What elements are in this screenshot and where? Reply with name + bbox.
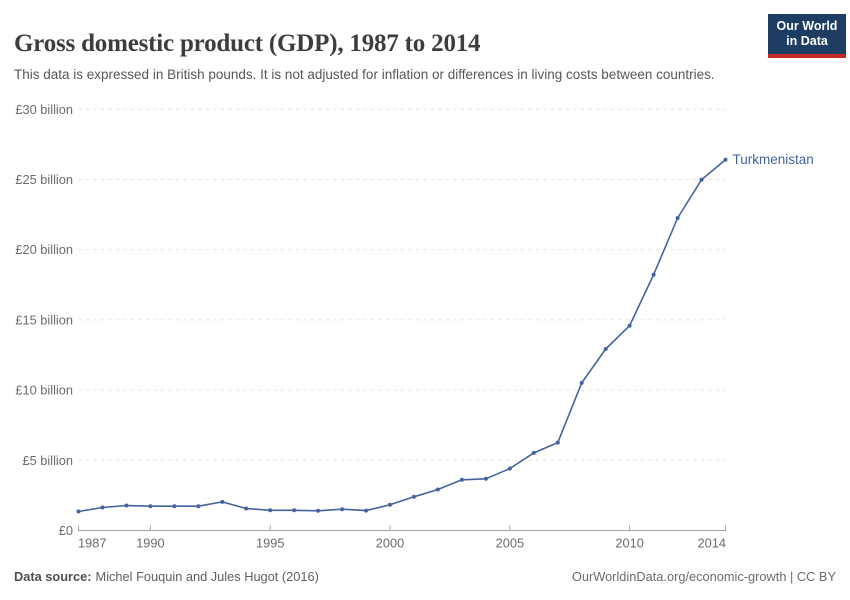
- data-source: Data source: Michel Fouquin and Jules Hug…: [14, 569, 319, 584]
- data-point[interactable]: [316, 508, 321, 513]
- y-axis-label: £0: [59, 523, 73, 538]
- data-point[interactable]: [292, 508, 297, 513]
- x-axis-label: 2000: [376, 536, 404, 551]
- owid-logo[interactable]: Our World in Data: [768, 14, 846, 58]
- chart-subtitle: This data is expressed in British pounds…: [14, 66, 715, 82]
- data-point[interactable]: [459, 477, 464, 482]
- data-point[interactable]: [388, 502, 392, 507]
- owid-logo-line2: in Data: [786, 34, 828, 49]
- data-point[interactable]: [579, 380, 584, 385]
- y-axis-label: £30 billion: [15, 102, 73, 117]
- data-point[interactable]: [268, 508, 273, 513]
- x-axis-label: 1995: [256, 536, 284, 551]
- y-axis-label: £5 billion: [22, 453, 73, 468]
- x-axis-label: 1990: [136, 536, 164, 551]
- owid-logo-line1: Our World: [776, 19, 838, 33]
- chart-title: Gross domestic product (GDP), 1987 to 20…: [14, 29, 481, 57]
- data-point[interactable]: [603, 347, 608, 351]
- data-point[interactable]: [340, 507, 345, 512]
- x-axis-label: 2014: [698, 536, 726, 551]
- y-axis-label: £10 billion: [15, 383, 73, 398]
- data-point[interactable]: [172, 504, 177, 509]
- line-series-turkmenistan[interactable]: [78, 159, 727, 513]
- data-point[interactable]: [76, 509, 81, 514]
- data-point[interactable]: [699, 177, 704, 182]
- data-point[interactable]: [651, 272, 656, 277]
- data-point[interactable]: [220, 499, 225, 504]
- data-point[interactable]: [675, 216, 680, 220]
- data-point[interactable]: [100, 505, 105, 510]
- x-axis-label: 1987: [78, 536, 106, 551]
- y-axis-label: £25 billion: [15, 172, 73, 187]
- data-point[interactable]: [483, 476, 488, 481]
- data-source-text: Michel Fouquin and Jules Hugot (2016): [95, 569, 319, 584]
- data-point[interactable]: [531, 450, 536, 455]
- data-point[interactable]: [244, 506, 249, 511]
- x-axis-label: 2010: [615, 536, 643, 551]
- data-point[interactable]: [148, 504, 153, 509]
- data-point[interactable]: [124, 503, 129, 508]
- data-point[interactable]: [364, 508, 369, 513]
- credit-link[interactable]: OurWorldinData.org/economic-growth | CC …: [571, 569, 836, 584]
- data-point[interactable]: [196, 504, 201, 509]
- y-axis-label: £15 billion: [15, 312, 73, 327]
- data-point[interactable]: [412, 494, 416, 499]
- data-point[interactable]: [555, 440, 560, 445]
- entity-label-turkmenistan[interactable]: Turkmenistan: [733, 152, 814, 167]
- y-axis-label: £20 billion: [15, 242, 73, 257]
- data-source-label: Data source:: [14, 569, 92, 584]
- data-point[interactable]: [627, 323, 632, 328]
- data-point[interactable]: [507, 466, 512, 471]
- data-point[interactable]: [723, 157, 728, 162]
- data-point[interactable]: [435, 487, 440, 492]
- x-axis-label: 2005: [496, 536, 524, 551]
